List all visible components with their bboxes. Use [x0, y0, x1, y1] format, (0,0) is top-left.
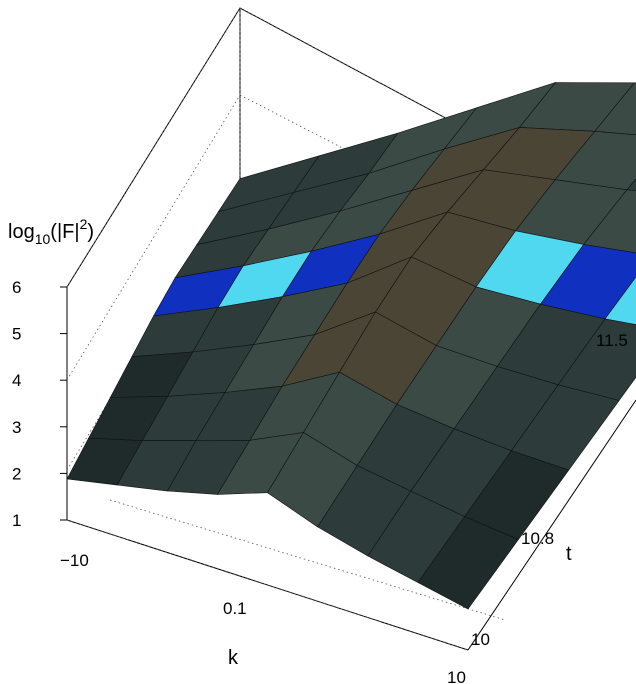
z-ticks: 1 2 3 4 5 6: [12, 278, 67, 530]
t-tick-label: 10.8: [521, 529, 554, 548]
t-tick-label: 11.5: [596, 331, 628, 350]
z-tick-label: 3: [12, 418, 21, 437]
k-tick-label: 0.1: [223, 599, 247, 618]
surface-patch: [594, 82, 636, 136]
z-axis-label: log10(|F|2): [8, 216, 94, 247]
z-tick-label: 4: [12, 371, 21, 390]
z-tick-label: 2: [12, 464, 21, 483]
floor-right-edge: [467, 399, 636, 651]
z-tick-label: 5: [12, 325, 21, 344]
z-tick-label: 6: [12, 278, 21, 297]
surface-mesh: [66, 81, 636, 610]
k-tick-label: −10: [60, 551, 89, 570]
t-tick-label: 10: [471, 630, 490, 649]
grid-line: [66, 7, 241, 288]
surface-patch: [604, 276, 636, 326]
t-axis-label: t: [566, 543, 572, 565]
grid-line: [109, 499, 506, 621]
grid-line: [66, 519, 469, 651]
surface-patch: [626, 178, 636, 192]
grid-line: [66, 94, 241, 381]
k-axis-label: k: [228, 647, 239, 669]
surface-patch: [417, 516, 519, 610]
k-tick-label: 10: [447, 668, 466, 684]
z-tick-label: 1: [12, 511, 21, 530]
